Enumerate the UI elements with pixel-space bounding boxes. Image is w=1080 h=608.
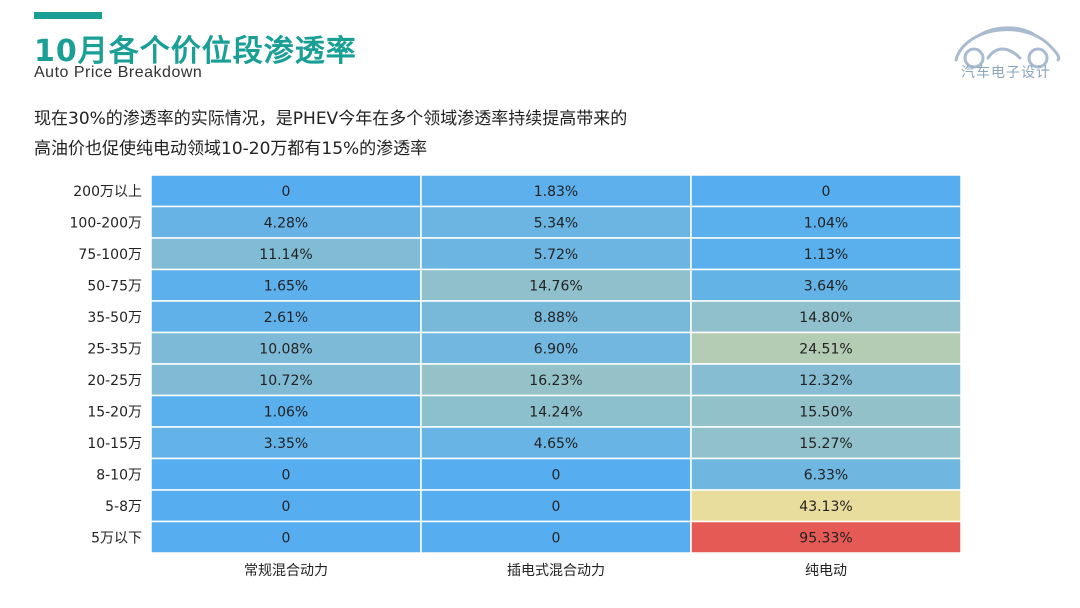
cell-value-label: 1.83% [534, 184, 578, 200]
cell-value-label: 4.28% [264, 215, 308, 231]
cell-value-label: 16.23% [529, 373, 582, 389]
cell-value-label: 1.13% [804, 247, 848, 263]
note-line-2: 高油价也促使纯电动领域10-20万都有15%的渗透率 [34, 139, 428, 159]
page-title: 10月各个价位段渗透率 [34, 34, 357, 69]
row-label: 200万以上 [73, 184, 142, 200]
cell-value-label: 2.61% [264, 310, 308, 326]
note-line-1: 现在30%的渗透率的实际情况，是PHEV今年在多个领域渗透率持续提高带来的 [34, 109, 628, 129]
heatmap-cell [150, 520, 422, 554]
heatmap-cell [420, 331, 692, 365]
cell-value-label: 0 [282, 467, 291, 483]
cell-value-label: 12.32% [799, 373, 852, 389]
cell-value-label: 15.50% [799, 404, 852, 420]
car-logo-icon [954, 26, 1061, 69]
row-label: 25-35万 [87, 341, 142, 357]
heatmap-cell [420, 489, 692, 523]
row-label: 75-100万 [78, 247, 142, 263]
heatmap-cell [690, 237, 962, 271]
column-label: 常规混合动力 [244, 563, 328, 579]
column-label: 纯电动 [805, 563, 847, 579]
column-label: 插电式混合动力 [507, 563, 605, 579]
cell-value-label: 43.13% [799, 499, 852, 515]
heatmap-cell [420, 426, 692, 460]
row-label: 5万以下 [91, 530, 142, 546]
heatmap-cell [150, 489, 422, 523]
cell-value-label: 0 [552, 467, 561, 483]
row-label: 10-15万 [87, 436, 142, 452]
cell-value-label: 1.06% [264, 404, 308, 420]
heatmap-cell [690, 457, 962, 491]
cell-value-label: 14.80% [799, 310, 852, 326]
heatmap-cell [420, 520, 692, 554]
heatmap-cell [690, 520, 962, 554]
heatmap-cell [690, 268, 962, 302]
row-label: 20-25万 [87, 373, 142, 389]
heatmap-cell [690, 300, 962, 334]
cell-value-label: 24.51% [799, 341, 852, 357]
heatmap-cell [690, 174, 962, 208]
cell-value-label: 10.08% [259, 341, 312, 357]
logo-text: 汽车电子设计 [961, 65, 1051, 81]
cell-value-label: 3.35% [264, 436, 308, 452]
cell-value-label: 0 [282, 530, 291, 546]
row-label: 50-75万 [87, 278, 142, 294]
cell-value-label: 5.34% [534, 215, 578, 231]
cell-value-label: 11.14% [259, 247, 312, 263]
cell-value-label: 95.33% [799, 530, 852, 546]
heatmap-cell [420, 300, 692, 334]
cell-value-label: 0 [282, 499, 291, 515]
heatmap-cell [690, 363, 962, 397]
row-label: 35-50万 [87, 310, 142, 326]
page-subtitle: Auto Price Breakdown [34, 64, 203, 81]
heatmap-cell [690, 205, 962, 239]
cell-value-label: 8.88% [534, 310, 578, 326]
cell-value-label: 0 [282, 184, 291, 200]
cell-value-label: 14.24% [529, 404, 582, 420]
heatmap-cell [420, 268, 692, 302]
cell-value-label: 0 [552, 530, 561, 546]
cell-value-label: 3.64% [804, 278, 848, 294]
cell-value-label: 14.76% [529, 278, 582, 294]
cell-value-label: 15.27% [799, 436, 852, 452]
heatmap-cell [150, 457, 422, 491]
cell-value-label: 0 [822, 184, 831, 200]
cell-value-label: 10.72% [259, 373, 312, 389]
cell-value-label: 6.33% [804, 467, 848, 483]
heatmap-cell [150, 174, 422, 208]
cell-value-label: 0 [552, 499, 561, 515]
heatmap-cell [150, 205, 422, 239]
row-label: 8-10万 [96, 467, 142, 483]
heatmap-cell [150, 363, 422, 397]
cell-value-label: 5.72% [534, 247, 578, 263]
cell-value-label: 1.04% [804, 215, 848, 231]
row-label: 5-8万 [105, 499, 142, 515]
cell-value-label: 1.65% [264, 278, 308, 294]
cell-value-label: 6.90% [534, 341, 578, 357]
row-label: 100-200万 [70, 215, 143, 231]
row-label: 15-20万 [87, 404, 142, 420]
title-accent-bar [34, 12, 102, 19]
cell-value-label: 4.65% [534, 436, 578, 452]
